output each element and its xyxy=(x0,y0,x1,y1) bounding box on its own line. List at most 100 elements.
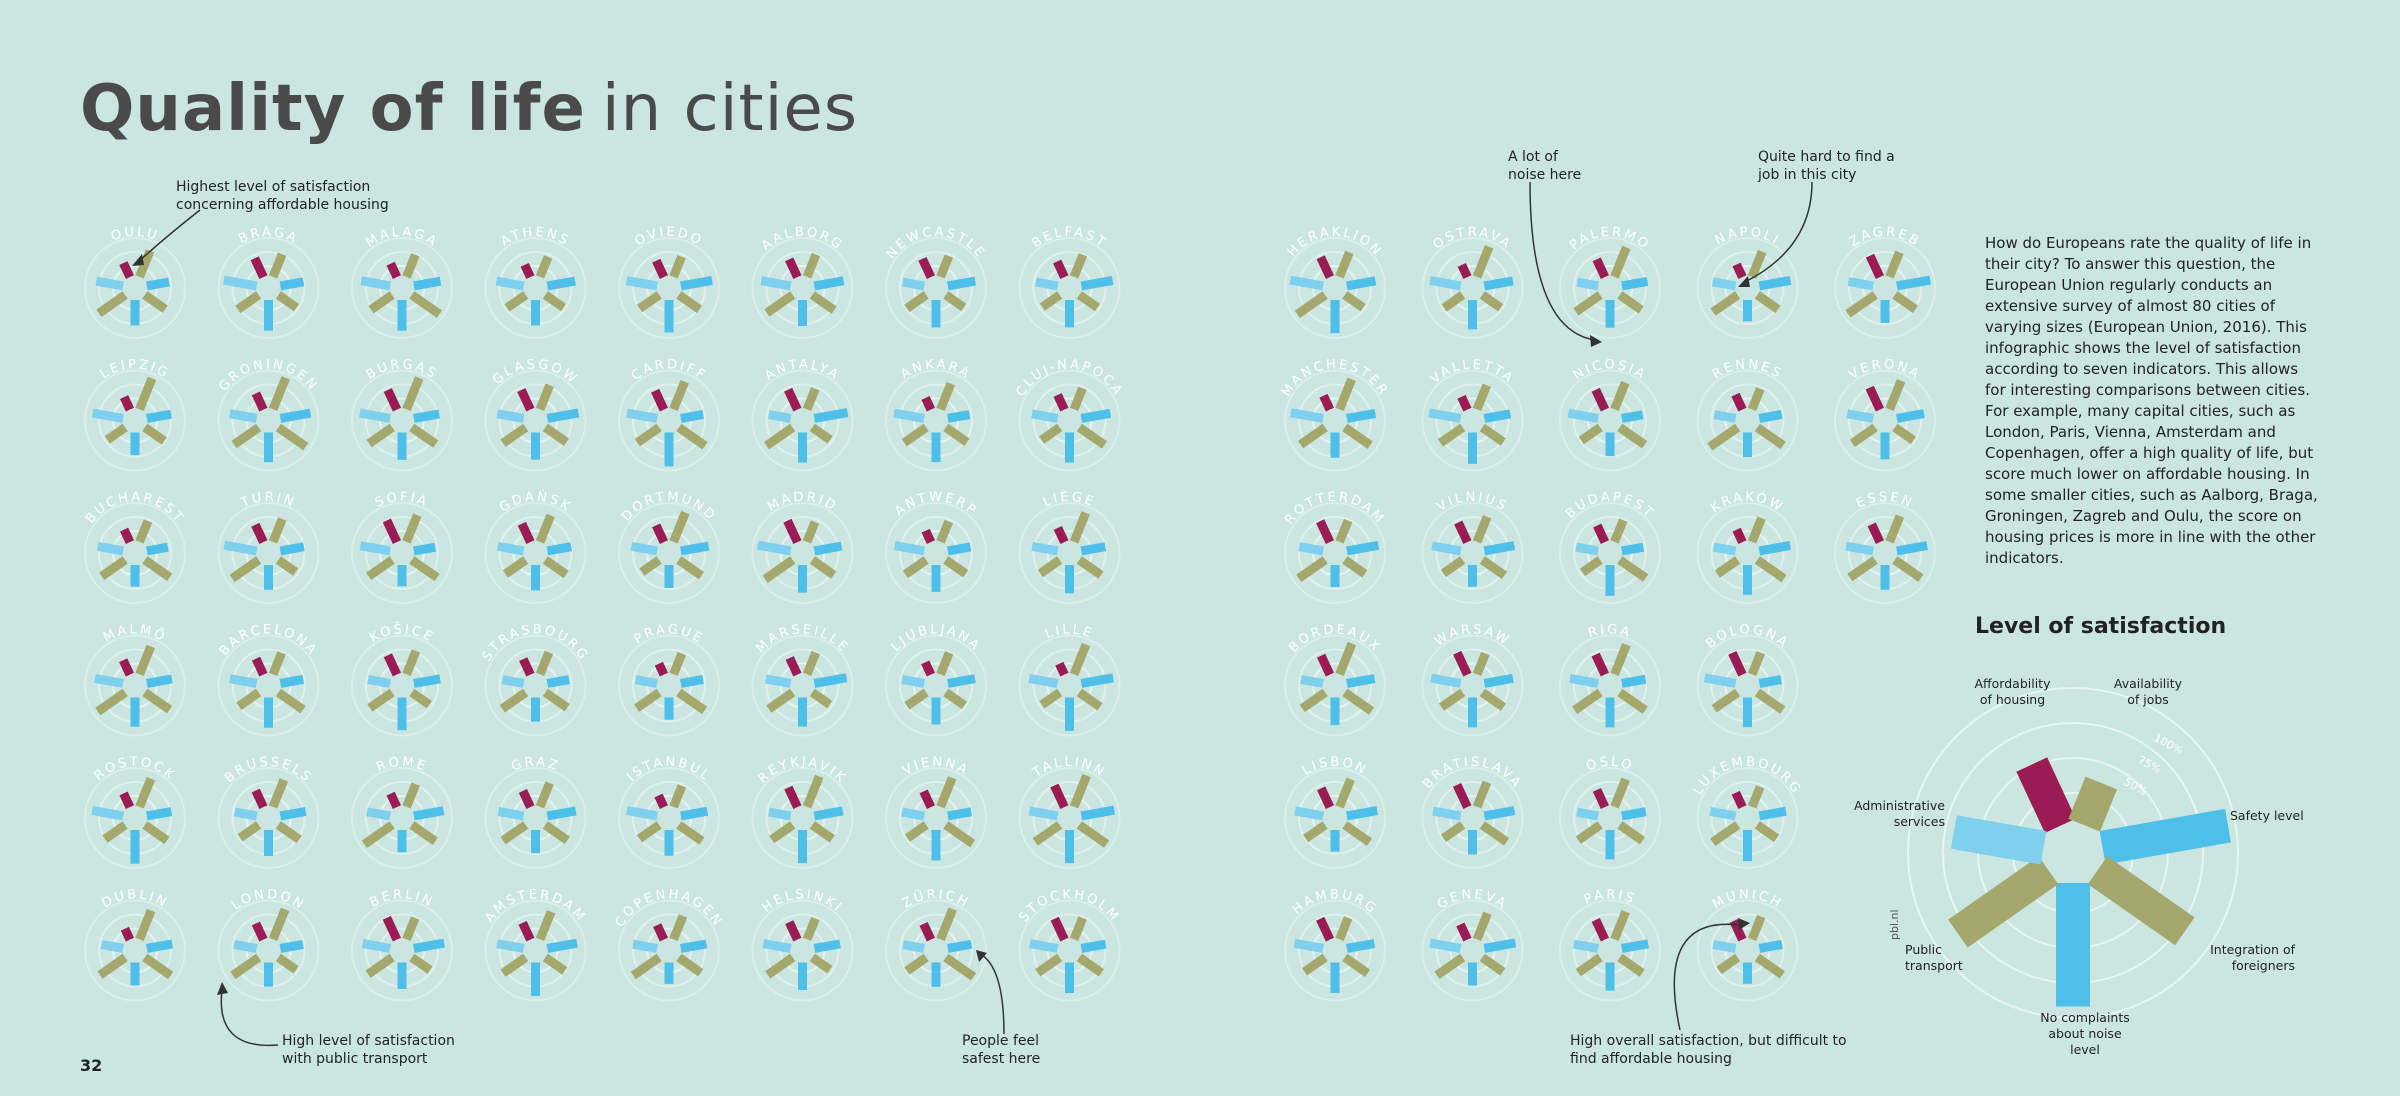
glyph-bar xyxy=(1032,821,1063,846)
glyph-bar xyxy=(1299,688,1328,713)
glyph-bar xyxy=(496,409,525,423)
glyph-bar xyxy=(497,807,525,821)
glyph-bar xyxy=(762,556,796,583)
glyph-bar xyxy=(943,821,976,848)
city-glyph xyxy=(885,899,987,1002)
glyph-bar xyxy=(402,253,420,279)
glyph-bar xyxy=(413,806,445,821)
glyph-bar xyxy=(893,408,925,423)
glyph-bar xyxy=(904,688,929,710)
glyph-bar xyxy=(918,256,936,280)
city-glyph xyxy=(484,634,587,737)
glyph-bar xyxy=(669,254,686,279)
glyph-bar xyxy=(1029,939,1059,953)
glyph-bar xyxy=(783,518,802,545)
glyph-bar xyxy=(768,807,792,821)
glyph-bar xyxy=(99,556,128,580)
glyph-bar xyxy=(279,939,304,953)
glyph-bar xyxy=(1483,806,1516,821)
glyph-bar xyxy=(936,776,957,809)
city-glyph xyxy=(751,767,854,869)
glyph-bar xyxy=(142,556,173,581)
glyph-bar xyxy=(1301,953,1328,976)
glyph-bar xyxy=(142,423,167,445)
glyph-bar xyxy=(1034,277,1059,291)
glyph-bar xyxy=(402,916,420,942)
glyph-bar xyxy=(142,953,174,980)
city-glyph xyxy=(1284,767,1386,869)
glyph-bar xyxy=(142,821,170,845)
city-glyph xyxy=(217,767,320,869)
glyph-bar xyxy=(1053,393,1069,412)
glyph-bar xyxy=(230,953,262,980)
page-number: 32 xyxy=(80,1056,103,1075)
glyph-bar xyxy=(142,291,168,313)
glyph-bar xyxy=(676,556,705,580)
glyph-bar xyxy=(680,541,710,556)
glyph-bar xyxy=(1867,522,1885,545)
city-glyph xyxy=(351,634,453,737)
glyph-bar xyxy=(365,953,395,978)
city-glyph xyxy=(84,502,186,604)
glyph-bar xyxy=(1429,938,1462,953)
glyph-bar xyxy=(1747,785,1765,809)
legend-chart: 100% 75% 50% xyxy=(1907,687,2239,1019)
glyph-bar xyxy=(947,410,971,423)
glyph-bar xyxy=(546,675,570,688)
city-name: LILLE xyxy=(1043,622,1095,642)
glyph-bar xyxy=(1342,423,1373,449)
city-glyph xyxy=(1559,502,1661,604)
glyph-bar xyxy=(146,542,169,556)
glyph-bar xyxy=(1335,250,1354,279)
glyph-bar xyxy=(634,423,662,447)
glyph-bar xyxy=(1294,291,1328,319)
city-glyph xyxy=(751,237,854,339)
city-glyph xyxy=(1696,634,1799,737)
glyph-bar xyxy=(680,410,704,423)
glyph-bar xyxy=(251,522,268,545)
glyph-bar xyxy=(1298,542,1324,556)
glyph-bar xyxy=(1479,688,1507,711)
glyph-bar xyxy=(275,556,299,576)
glyph-bar xyxy=(680,675,704,688)
glyph-bar xyxy=(1335,641,1357,677)
glyph-bar xyxy=(535,513,555,544)
glyph-bar xyxy=(94,674,124,688)
glyph-bar xyxy=(250,256,268,280)
glyph-bar xyxy=(893,541,925,556)
city-glyph xyxy=(484,502,587,604)
glyph-bar xyxy=(1572,688,1603,714)
glyph-bar xyxy=(1335,916,1353,942)
glyph-bar xyxy=(1617,556,1649,582)
glyph-bar xyxy=(919,789,936,810)
glyph-bar xyxy=(1747,650,1765,677)
glyph-bar xyxy=(1896,275,1932,291)
glyph-bar xyxy=(1080,805,1116,821)
glyph-bar xyxy=(546,408,580,423)
glyph-bar xyxy=(135,376,157,412)
glyph-bar xyxy=(279,542,305,556)
city-name: SOFIA xyxy=(373,490,431,511)
glyph-bar xyxy=(413,542,436,556)
glyph-bar xyxy=(1610,245,1631,279)
arrow-noise xyxy=(1529,181,1596,341)
glyph-bar xyxy=(1031,409,1059,423)
city-glyph xyxy=(84,767,186,869)
glyph-bar xyxy=(1896,541,1928,556)
city-glyph xyxy=(885,767,987,869)
glyph-bar xyxy=(813,408,849,423)
glyph-bar xyxy=(1617,688,1648,714)
city-glyph xyxy=(1559,767,1661,869)
glyph-bar xyxy=(1885,514,1905,544)
glyph-bar xyxy=(766,688,796,713)
glyph-bar xyxy=(1080,275,1114,291)
glyph-bar xyxy=(1316,519,1335,545)
glyph-bar xyxy=(1591,387,1610,412)
city-glyph xyxy=(484,237,587,339)
glyph-bar xyxy=(1569,674,1599,688)
glyph-bar xyxy=(1289,408,1324,423)
glyph-bar xyxy=(813,806,844,821)
glyph-bar xyxy=(1845,291,1878,318)
glyph-bar xyxy=(360,276,391,291)
glyph-bar xyxy=(1453,650,1472,677)
